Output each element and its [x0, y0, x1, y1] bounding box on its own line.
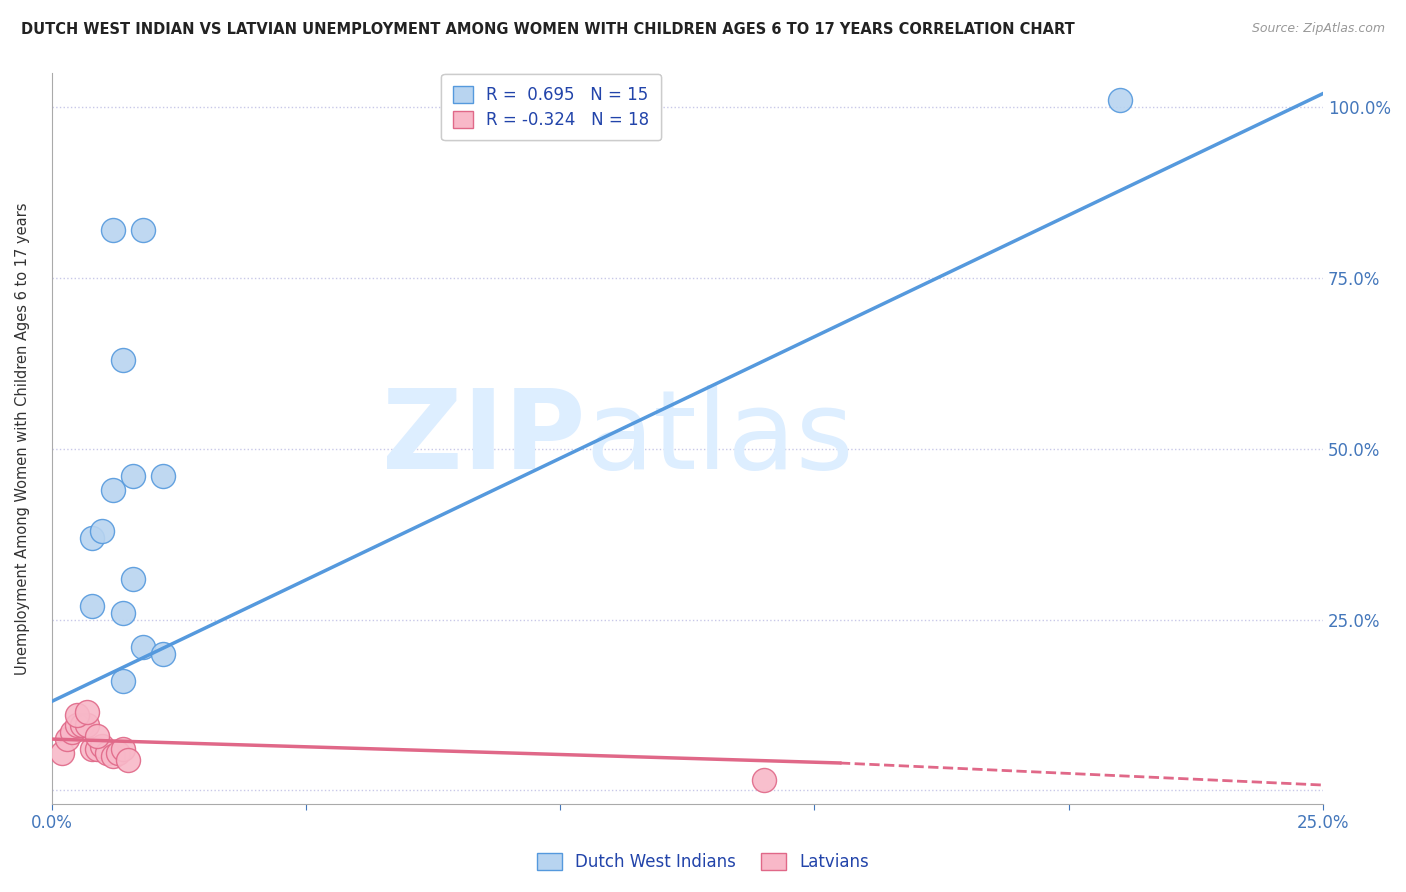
Point [1108, 93, 1130, 107]
Legend: Dutch West Indians, Latvians: Dutch West Indians, Latvians [529, 845, 877, 880]
Point [91, 524, 114, 538]
Text: atlas: atlas [586, 385, 853, 492]
Y-axis label: Unemployment Among Women with Children Ages 6 to 17 years: Unemployment Among Women with Children A… [15, 202, 30, 674]
Point [111, 742, 134, 756]
Text: ZIP: ZIP [382, 385, 586, 492]
Point [66, 708, 89, 723]
Point [111, 673, 134, 688]
Point [51, 746, 73, 760]
Point [91, 739, 114, 753]
Point [70, 718, 93, 732]
Point [86, 729, 108, 743]
Point [76, 705, 98, 719]
Point [122, 469, 145, 483]
Point [132, 223, 155, 237]
Point [101, 749, 124, 764]
Point [56, 732, 79, 747]
Point [122, 572, 145, 586]
Point [82, 599, 104, 613]
Point [152, 469, 174, 483]
Point [66, 718, 89, 732]
Point [111, 352, 134, 367]
Point [752, 773, 775, 788]
Point [76, 718, 98, 732]
Point [96, 746, 118, 760]
Point [152, 647, 174, 661]
Point [82, 742, 104, 756]
Point [117, 753, 139, 767]
Text: Source: ZipAtlas.com: Source: ZipAtlas.com [1251, 22, 1385, 36]
Point [86, 742, 108, 756]
Point [111, 606, 134, 620]
Point [132, 640, 155, 654]
Legend: R =  0.695   N = 15, R = -0.324   N = 18: R = 0.695 N = 15, R = -0.324 N = 18 [441, 74, 661, 140]
Text: DUTCH WEST INDIAN VS LATVIAN UNEMPLOYMENT AMONG WOMEN WITH CHILDREN AGES 6 TO 17: DUTCH WEST INDIAN VS LATVIAN UNEMPLOYMEN… [21, 22, 1074, 37]
Point [82, 531, 104, 545]
Point [101, 483, 124, 497]
Point [60, 725, 83, 739]
Point [107, 746, 129, 760]
Point [101, 223, 124, 237]
